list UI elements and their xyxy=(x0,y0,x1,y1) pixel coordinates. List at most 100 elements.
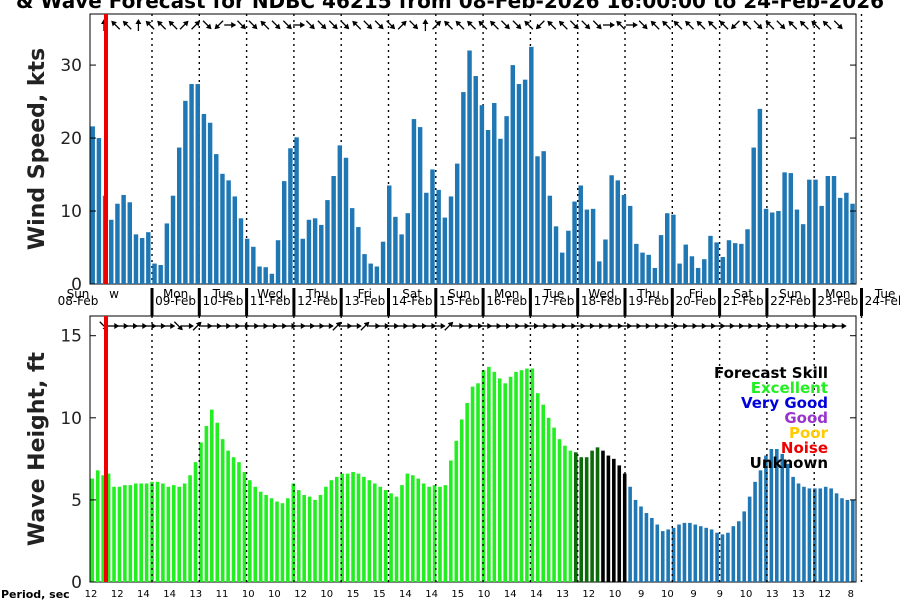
arrow-head xyxy=(231,22,237,28)
wave-bar xyxy=(242,471,247,582)
wind-bar xyxy=(263,267,268,284)
wave-bar xyxy=(416,478,421,582)
day-date-label: 14-Feb xyxy=(392,294,433,308)
day-date-label: 12-Feb xyxy=(297,294,338,308)
wind-bar xyxy=(529,46,534,285)
wave-bar xyxy=(546,417,551,582)
wind-bar xyxy=(485,130,491,284)
wind-bar xyxy=(800,224,806,284)
wave-bar xyxy=(747,496,752,582)
wave-bar xyxy=(807,488,812,582)
wind-bar xyxy=(214,154,219,284)
arrow-head xyxy=(422,19,429,24)
day-date-label: 24-Feb xyxy=(865,294,900,308)
direction-arrow xyxy=(122,20,132,30)
wind-bar xyxy=(553,226,559,284)
wave-bar xyxy=(802,486,806,582)
arrow-head xyxy=(515,23,522,30)
direction-arrow xyxy=(409,20,419,30)
wave-bar xyxy=(726,532,730,582)
wind-bar xyxy=(794,209,800,284)
wind-direction-arrows xyxy=(101,19,843,31)
direction-arrow xyxy=(650,20,660,30)
wind-bar xyxy=(850,203,855,284)
arrow-head xyxy=(632,22,638,28)
period-value: 11 xyxy=(216,589,229,600)
wave-bar xyxy=(541,404,545,582)
period-value: 12 xyxy=(85,589,98,600)
arrow-head xyxy=(195,321,202,328)
day-divider xyxy=(623,288,627,316)
direction-arrow xyxy=(422,19,429,31)
arrow-head xyxy=(535,23,542,30)
wave-bar xyxy=(144,483,149,582)
wave-bar xyxy=(248,480,252,582)
wind-bar xyxy=(621,194,627,284)
wave-bar xyxy=(264,494,268,582)
direction-arrow xyxy=(753,20,763,30)
day-name-label: Sat xyxy=(402,287,422,301)
wave-bar xyxy=(400,485,404,582)
direction-arrow xyxy=(145,20,155,30)
direction-arrow xyxy=(271,20,281,30)
day-name-label: Sun xyxy=(779,287,802,301)
arrow-head xyxy=(320,23,327,30)
wave-bar xyxy=(606,455,611,582)
wave-bar xyxy=(731,526,736,582)
arrow-head xyxy=(673,20,680,27)
wave-bar xyxy=(318,494,323,582)
period-value: 10 xyxy=(609,589,622,600)
arrow-head xyxy=(188,323,194,329)
wave-bar xyxy=(188,475,192,582)
arrow-head xyxy=(286,23,292,30)
direction-arrow xyxy=(662,20,672,30)
arrow-head xyxy=(177,324,183,331)
arrow-head xyxy=(352,20,358,27)
skill-legend-entry: Good xyxy=(784,409,828,427)
wave-bar xyxy=(530,368,535,582)
direction-arrow xyxy=(157,20,167,30)
arrow-head xyxy=(240,23,246,30)
period-value: 12 xyxy=(818,589,831,600)
wave-bar xyxy=(302,494,306,582)
arrow-head xyxy=(122,20,129,27)
wind-bar xyxy=(411,119,417,284)
wind-bar xyxy=(343,157,349,284)
wind-bar xyxy=(665,213,670,284)
wind-bar xyxy=(720,257,726,284)
wind-bar xyxy=(559,252,565,284)
direction-arrow xyxy=(444,321,454,331)
wind-bar xyxy=(658,235,664,284)
direction-arrow xyxy=(173,321,183,331)
period-value: 15 xyxy=(451,589,464,600)
wind-bar xyxy=(689,256,695,284)
wave-bar xyxy=(823,486,828,582)
wave-bar xyxy=(655,524,660,582)
day-name-label: Mon xyxy=(163,287,188,301)
arrow-head xyxy=(756,23,763,30)
wind-bar xyxy=(448,196,454,284)
wind-bar xyxy=(399,234,404,284)
wind-bar xyxy=(572,201,577,284)
now-line xyxy=(104,316,108,582)
arrow-head xyxy=(719,20,726,27)
wind-bar xyxy=(807,179,812,284)
arrow-head xyxy=(300,22,306,28)
wave-bar xyxy=(481,370,486,582)
wave-bar xyxy=(117,486,122,582)
wave-bar xyxy=(666,529,670,582)
wind-bar xyxy=(226,180,231,284)
arrow-head xyxy=(573,23,579,30)
wave-bar xyxy=(535,393,540,582)
wind-bar xyxy=(337,145,343,284)
wave-bar xyxy=(698,526,703,582)
arrow-head xyxy=(309,23,315,30)
direction-arrow xyxy=(179,20,189,30)
wind-bar xyxy=(127,202,133,284)
wind-bar xyxy=(640,252,645,284)
wind-bar xyxy=(170,195,176,284)
wind-bar xyxy=(597,261,602,284)
arrow-head xyxy=(274,23,281,30)
wind-bar xyxy=(516,84,522,284)
